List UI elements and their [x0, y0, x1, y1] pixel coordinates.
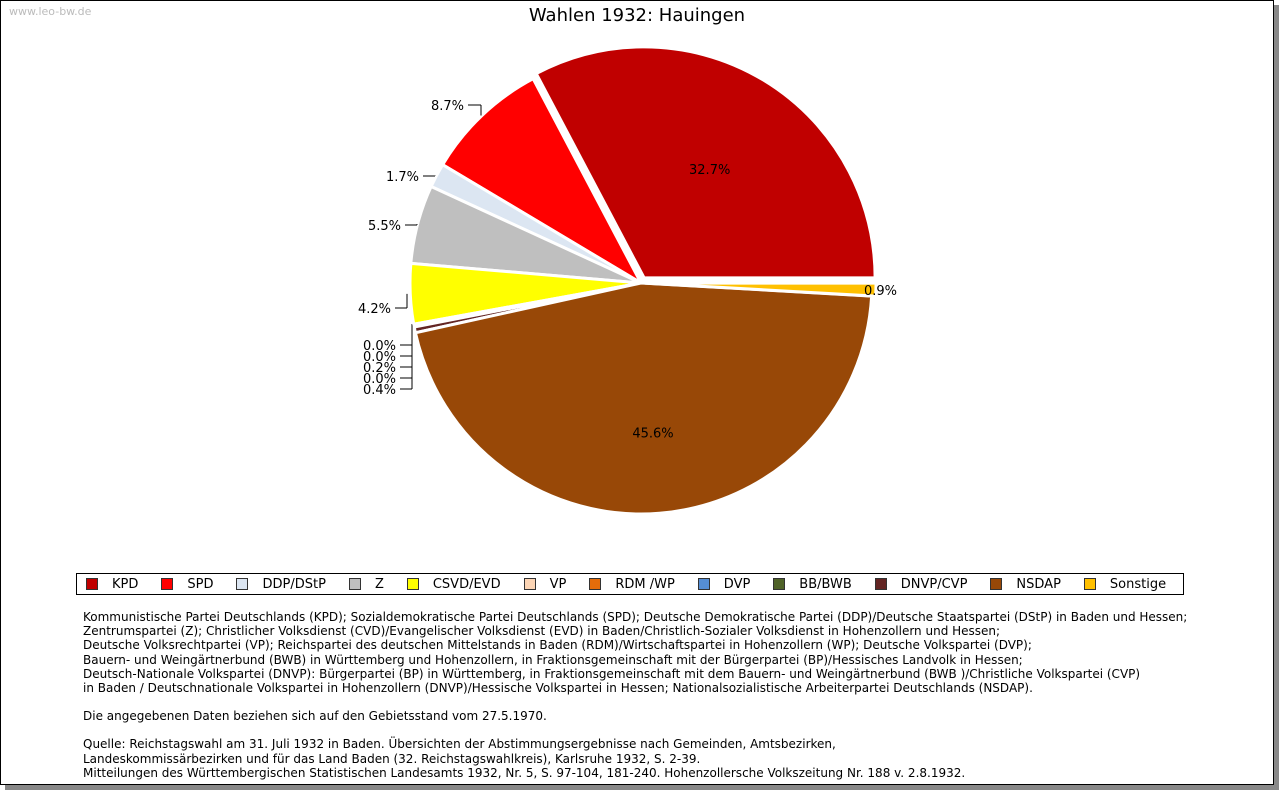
- legend-label: VP: [549, 576, 567, 592]
- legend-label: DDP/DStP: [262, 576, 326, 592]
- legend-swatch: [1083, 578, 1096, 590]
- data-label: 0.0%: [363, 339, 396, 354]
- territory-note: Die angegebenen Daten beziehen sich auf …: [83, 709, 547, 724]
- note-line: in Baden / Deutschnationale Volkspartei …: [83, 681, 1033, 696]
- pie-slice-spd: [440, 76, 645, 288]
- pie-slice-kpd: [534, 45, 877, 280]
- data-label: 32.7%: [689, 163, 730, 178]
- legend-swatch: [697, 578, 710, 590]
- data-label: 0.0%: [363, 350, 396, 365]
- data-label: 0.2%: [363, 361, 396, 376]
- data-label: 0.9%: [864, 284, 897, 299]
- chart-title: Wahlen 1932: Hauingen: [528, 5, 746, 26]
- data-label: 8.7%: [431, 99, 464, 114]
- legend-label: Sonstige: [1109, 576, 1167, 592]
- note-line: Zentrumspartei (Z); Christlicher Volksdi…: [83, 624, 1001, 639]
- legend-item: DDP/DStP: [236, 576, 326, 592]
- legend-item: SPD: [161, 577, 213, 592]
- legend-item: CSVD/EVD: [406, 576, 501, 592]
- legend-item: NSDAP: [990, 577, 1061, 592]
- source-line: Mitteilungen des Württembergischen Stati…: [83, 765, 966, 780]
- legend-label: BB/BWB: [799, 576, 852, 592]
- pie-chart: 32.7%8.7%1.7%5.5%4.2%0.0%0.0%0.2%0.0%0.4…: [358, 45, 897, 516]
- data-label: 4.2%: [358, 302, 391, 317]
- legend-swatch: [589, 578, 602, 590]
- legend-label: Z: [374, 576, 384, 592]
- legend-swatch: [406, 578, 419, 590]
- data-label: 5.5%: [368, 219, 401, 234]
- legend-item: RDM /WP: [589, 576, 675, 592]
- note-line: Deutsch-Nationale Volkspartei (DNVP): Bü…: [83, 666, 1141, 681]
- legend-item: Z: [348, 576, 384, 592]
- legend-item: DVP: [697, 576, 751, 592]
- data-label: 1.7%: [386, 170, 419, 185]
- legend-label: NSDAP: [1016, 576, 1061, 592]
- legend-label: CSVD/EVD: [432, 576, 501, 592]
- legend-swatch: [874, 578, 887, 590]
- legend-item: VP: [523, 576, 567, 592]
- legend-label: RDM /WP: [615, 576, 675, 592]
- legend-swatch: [348, 578, 361, 590]
- legend-swatch: [523, 578, 536, 590]
- pie-slice-sonstige: [644, 281, 878, 298]
- legend-item: KPD: [86, 577, 138, 592]
- pie-slice-nsdap: [413, 281, 874, 516]
- legend-item: Sonstige: [1083, 576, 1167, 592]
- legend-label: SPD: [187, 576, 214, 592]
- legend-swatch: [161, 578, 174, 590]
- data-label: 45.6%: [632, 427, 673, 442]
- legend-swatch: [236, 578, 249, 590]
- legend-item: DNVP/CVP: [874, 576, 968, 592]
- note-line: Kommunistische Partei Deutschlands (KPD)…: [83, 610, 1188, 624]
- legend-label: DNVP/CVP: [900, 576, 968, 592]
- watermark: www.leo-bw.de: [9, 5, 92, 18]
- source-line: Landeskommissärbezirken und für das Land…: [83, 751, 701, 766]
- legend-swatch: [773, 578, 786, 590]
- legend-swatch: [86, 578, 98, 590]
- source-line: Quelle: Reichstagswahl am 31. Juli 1932 …: [83, 737, 836, 752]
- data-label: 0.4%: [363, 383, 396, 398]
- data-label: 0.0%: [363, 372, 396, 387]
- legend-swatch: [990, 578, 1003, 590]
- footnotes: Kommunistische Partei Deutschlands (KPD)…: [83, 610, 1187, 780]
- note-line: Deutsche Volksrechtpartei (VP); Reichspa…: [83, 638, 1032, 653]
- legend: KPD SPD DDP/DStP Z CSVD/EVD VP RDM /WP DVP BB/BW…: [76, 573, 1184, 595]
- note-line: Bauern- und Weingärtnerbund (BWB) in Wür…: [83, 652, 1023, 667]
- legend-label: KPD: [112, 576, 139, 592]
- legend-label: DVP: [723, 576, 751, 592]
- legend-item: BB/BWB: [773, 576, 852, 592]
